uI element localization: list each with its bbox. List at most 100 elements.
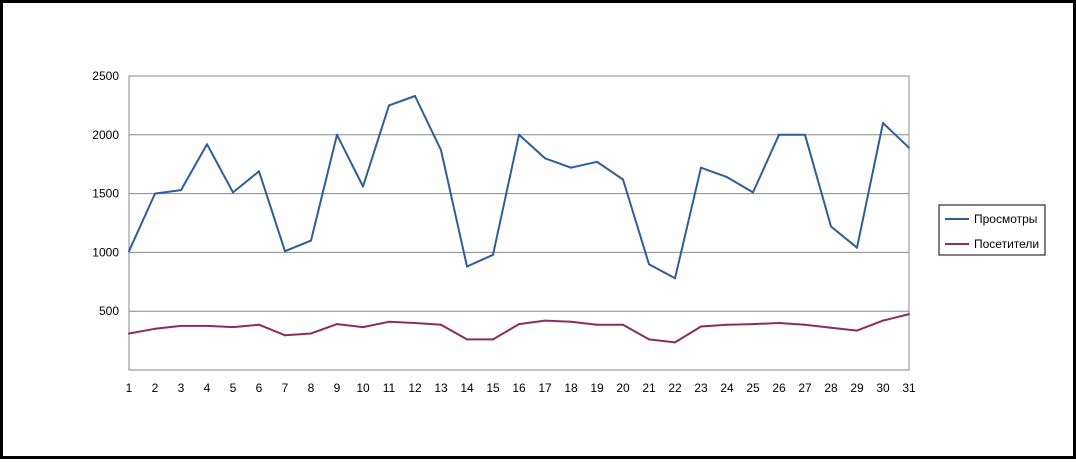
y-tick-label: 500	[99, 304, 119, 318]
data-point	[674, 341, 676, 344]
data-point	[570, 166, 572, 169]
data-point	[232, 326, 234, 329]
data-point	[830, 225, 832, 228]
x-tick-label: 18	[564, 381, 578, 395]
y-tick-label: 2500	[92, 69, 119, 83]
x-tick-label: 17	[538, 381, 552, 395]
x-tick-label: 7	[282, 381, 289, 395]
data-point	[856, 246, 858, 249]
data-point	[778, 321, 780, 324]
data-point	[518, 133, 520, 136]
x-tick-label: 5	[230, 381, 237, 395]
y-tick-label: 1000	[92, 245, 119, 259]
x-tick-label: 9	[334, 381, 341, 395]
series-views	[128, 94, 910, 280]
x-tick-label: 30	[876, 381, 890, 395]
data-point	[310, 332, 312, 335]
data-point	[466, 338, 468, 341]
x-tick-label: 2	[152, 381, 159, 395]
gridlines	[129, 134, 909, 312]
data-point	[700, 166, 702, 169]
series-lines	[128, 94, 910, 344]
data-point	[830, 326, 832, 329]
data-point	[882, 122, 884, 125]
data-point	[362, 185, 364, 188]
x-tick-label: 31	[902, 381, 916, 395]
data-point	[128, 332, 130, 335]
data-point	[752, 323, 754, 326]
y-tick-label: 2000	[92, 128, 119, 142]
x-tick-label: 24	[720, 381, 734, 395]
x-tick-label: 6	[256, 381, 263, 395]
y-axis-ticks: 500 1000 1500 2000 2500	[92, 69, 119, 318]
data-point	[596, 160, 598, 163]
data-point	[336, 133, 338, 136]
data-point	[648, 338, 650, 341]
legend-label-views: Просмотры	[974, 212, 1037, 226]
data-point	[154, 192, 156, 195]
x-tick-label: 19	[590, 381, 604, 395]
data-point	[128, 250, 130, 253]
data-point	[648, 263, 650, 266]
series-line	[128, 95, 910, 280]
data-point	[180, 189, 182, 192]
series-line	[128, 313, 910, 344]
data-point	[674, 277, 676, 280]
data-point	[180, 324, 182, 327]
data-point	[154, 327, 156, 330]
data-point	[804, 133, 806, 136]
x-tick-label: 21	[642, 381, 656, 395]
x-tick-label: 15	[486, 381, 500, 395]
data-point	[310, 239, 312, 242]
data-point	[544, 319, 546, 322]
data-point	[492, 338, 494, 341]
data-point	[570, 320, 572, 323]
legend-label-visitors: Посетители	[974, 237, 1039, 251]
x-tick-label: 25	[746, 381, 760, 395]
data-point	[388, 320, 390, 323]
x-tick-label: 1	[126, 381, 133, 395]
data-point	[622, 178, 624, 181]
data-point	[518, 323, 520, 326]
data-point	[388, 104, 390, 107]
data-point	[882, 319, 884, 322]
data-point	[492, 253, 494, 256]
x-tick-label: 20	[616, 381, 630, 395]
data-point	[284, 250, 286, 253]
data-point	[908, 313, 910, 316]
data-point	[206, 143, 208, 146]
x-tick-label: 26	[772, 381, 786, 395]
x-axis-ticks: 1 2 3 4 5 6 7 8 9 10 11 12 13 14 15 16 17 18 19 20 21 22 23 24 2…	[126, 381, 916, 395]
series-visitors	[128, 313, 910, 344]
data-point	[726, 176, 728, 179]
legend-box	[938, 204, 1046, 256]
x-tick-label: 4	[204, 381, 211, 395]
data-point	[362, 326, 364, 329]
data-point	[856, 329, 858, 332]
data-point	[206, 324, 208, 327]
x-tick-label: 27	[798, 381, 812, 395]
x-tick-label: 13	[434, 381, 448, 395]
data-point	[908, 146, 910, 149]
data-point	[726, 323, 728, 326]
data-point	[414, 321, 416, 324]
data-point	[804, 323, 806, 326]
data-point	[284, 334, 286, 337]
x-tick-label: 14	[460, 381, 474, 395]
legend: Просмотры Посетители	[938, 204, 1046, 256]
data-point	[596, 323, 598, 326]
x-tick-label: 8	[308, 381, 315, 395]
plot-area-border	[128, 75, 910, 371]
x-tick-label: 28	[824, 381, 838, 395]
data-point	[700, 325, 702, 328]
data-point	[336, 323, 338, 326]
x-tick-label: 10	[356, 381, 370, 395]
x-tick-label: 22	[668, 381, 682, 395]
data-point	[414, 94, 416, 97]
data-point	[466, 265, 468, 268]
x-tick-label: 11	[383, 381, 396, 395]
data-point	[778, 133, 780, 136]
data-point	[544, 157, 546, 160]
